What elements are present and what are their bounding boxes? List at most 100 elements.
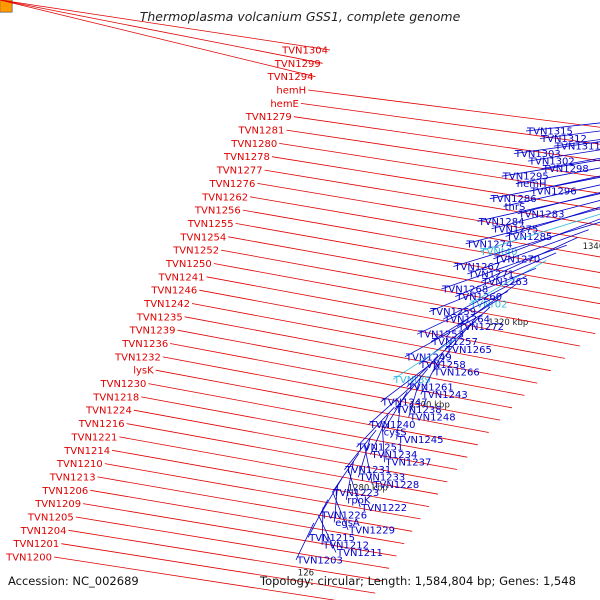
left-gene-label: TVN1230 — [100, 379, 147, 390]
left-leader-line — [177, 329, 525, 396]
right-leader-line — [370, 414, 389, 455]
right-leader-line — [356, 406, 395, 448]
right-gene-label: cysS — [384, 428, 407, 439]
right-leader-line — [321, 507, 324, 545]
right-leader-line — [392, 337, 458, 380]
scale-label: 126 — [298, 569, 314, 579]
left-gene-label: TVN1280 — [230, 139, 277, 150]
right-leader-line — [331, 453, 360, 493]
left-leader-line — [279, 143, 600, 194]
left-leader-line — [119, 436, 439, 495]
left-leader-line — [170, 343, 513, 409]
left-gene-label: TVN1200 — [5, 553, 52, 564]
left-gene-label: TVN1218 — [92, 392, 139, 403]
right-leader-line — [529, 175, 600, 192]
right-leader-line — [517, 192, 600, 215]
right-leader-line — [430, 298, 500, 343]
left-leader-line — [148, 383, 478, 446]
left-leader-line — [199, 289, 565, 359]
right-gene-label: TVN1285 — [506, 232, 553, 243]
right-gene-label: TVN1283 — [518, 209, 565, 220]
right-gene-label: TVN1228 — [372, 480, 419, 491]
left-leader-line — [83, 503, 397, 557]
left-leader-line — [0, 0, 331, 51]
right-leader-line — [513, 141, 600, 154]
left-gene-label: TVN1216 — [78, 419, 125, 430]
right-leader-line — [380, 360, 436, 403]
right-gene-label: TVN1267 — [453, 262, 500, 273]
right-leader-line — [345, 461, 354, 500]
right-gene-label: TVN1211 — [336, 548, 383, 559]
right-leader-line — [420, 353, 443, 395]
left-gene-label: TVN1206 — [41, 486, 88, 497]
left-gene-label: TVN1236 — [121, 339, 168, 350]
right-leader-line — [344, 430, 377, 470]
right-gene-label: TVN1253 — [417, 330, 464, 341]
left-leader-line — [90, 489, 405, 544]
left-gene-label: TVN1281 — [238, 126, 285, 137]
right-leader-line — [444, 306, 491, 350]
left-gene-label: TVN1279 — [245, 112, 292, 123]
right-leader-line — [505, 206, 600, 237]
right-leader-line — [491, 200, 600, 230]
right-leader-line — [418, 321, 474, 365]
right-gene-label: TVN1248 — [409, 413, 456, 424]
right-leader-line — [416, 291, 508, 335]
right-gene-label: thrS — [505, 202, 526, 213]
right-gene-label: TVN1296 — [530, 187, 577, 198]
right-gene-label: TVN1245 — [397, 435, 444, 446]
left-leader-line — [250, 196, 600, 258]
right-gene-label: TVNr02 — [469, 300, 507, 311]
right-gene-label: TVN1243 — [421, 390, 468, 401]
left-leader-line — [257, 183, 600, 242]
left-leader-line — [221, 249, 600, 320]
right-gene-label: TVN1311 — [554, 142, 600, 153]
left-leader-line — [97, 476, 413, 532]
right-leader-line — [307, 499, 329, 538]
left-leader-line — [126, 423, 448, 483]
right-gene-label: TVN1265 — [445, 345, 492, 356]
right-gene-label: TVN1215 — [308, 533, 355, 544]
right-leader-line — [429, 267, 537, 312]
left-gene-label: TVN1256 — [194, 206, 241, 217]
left-gene-label: TVN1235 — [136, 312, 183, 323]
right-gene-label: TVN1312 — [540, 134, 587, 145]
left-leader-line — [191, 303, 551, 372]
right-leader-line — [541, 157, 600, 169]
right-gene-label: TVN1261 — [407, 382, 454, 393]
right-leader-line — [368, 383, 415, 425]
right-gene-label: TVN1247 — [381, 397, 428, 408]
right-gene-label: egsA — [335, 518, 360, 529]
right-gene-label: TVN1257 — [431, 337, 478, 348]
topology-text: Topology: circular; Length: 1,584,804 bp… — [260, 574, 576, 588]
right-gene-label: TVN1286 — [490, 194, 537, 205]
right-gene-label: TVNt39 — [393, 375, 431, 386]
right-gene-label: TVN1259 — [429, 307, 476, 318]
right-leader-line — [467, 229, 589, 275]
left-gene-label: lysK — [133, 366, 154, 377]
right-gene-label: TVN1272 — [457, 322, 504, 333]
scale-label: 1280 kbp — [348, 483, 388, 493]
right-leader-line — [432, 329, 466, 373]
left-leader-line — [141, 396, 468, 458]
left-gene-label: TVN1232 — [114, 352, 161, 363]
left-leader-line — [286, 129, 600, 178]
left-gene-label: TVN1246 — [150, 286, 197, 297]
right-leader-line — [364, 445, 373, 485]
left-gene-label: hemE — [270, 99, 299, 110]
right-leader-line — [503, 184, 600, 207]
right-leader-line — [408, 376, 422, 418]
right-gene-label: TVN1295 — [502, 172, 549, 183]
right-leader-line — [477, 193, 600, 222]
right-gene-label: TVN1303 — [514, 149, 561, 160]
left-gene-label: TVN1213 — [49, 472, 96, 483]
right-gene-label: TVNt40 — [479, 247, 517, 258]
right-leader-line — [347, 468, 361, 508]
right-gene-label: TVN1302 — [528, 157, 575, 168]
right-gene-label: TVN1222 — [360, 503, 407, 514]
scale-label: 1300 kbp — [410, 400, 450, 410]
right-leader-line — [489, 176, 600, 200]
right-leader-line — [453, 221, 600, 267]
genome-title: Thermoplasma volcanium GSS1, complete ge… — [139, 9, 461, 24]
